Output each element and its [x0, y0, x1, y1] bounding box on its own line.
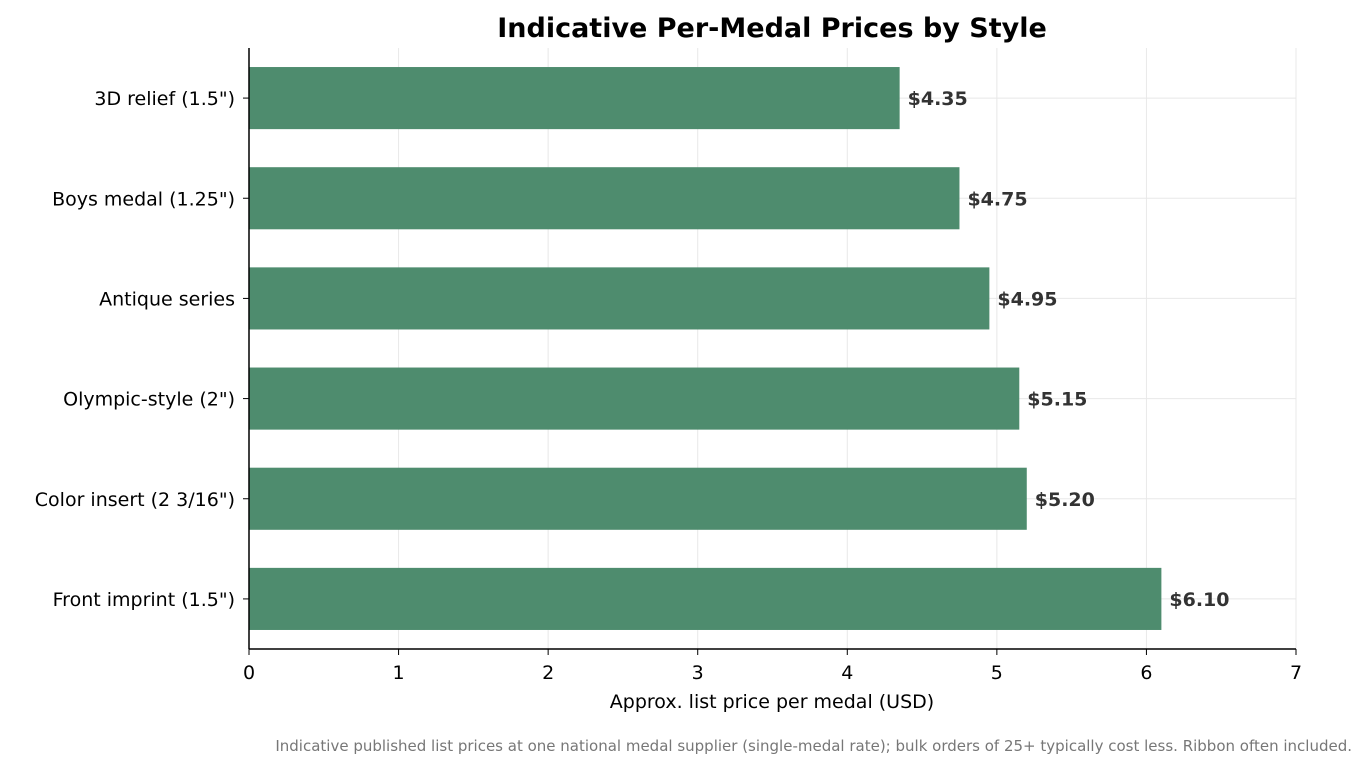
value-label: $5.15	[1027, 389, 1087, 411]
value-label: $5.20	[1035, 489, 1095, 511]
y-tick-label: Front imprint (1.5")	[53, 589, 235, 611]
value-label: $6.10	[1169, 589, 1229, 611]
grid-lines	[248, 48, 1297, 649]
x-tick-label: 0	[243, 662, 255, 684]
value-labels: $4.35 $4.75 $4.95 $5.15 $5.20 $6.10	[908, 88, 1230, 611]
bar	[249, 167, 960, 230]
y-tick-label: Color insert (2 3/16")	[35, 489, 235, 511]
value-label: $4.95	[997, 288, 1057, 310]
x-tick-label: 7	[1290, 662, 1302, 684]
bar	[249, 67, 900, 130]
value-label: $4.35	[908, 88, 968, 110]
value-label: $4.75	[967, 188, 1027, 210]
x-tick-label: 5	[991, 662, 1003, 684]
x-tick-label: 6	[1140, 662, 1152, 684]
footnote-caption: Indicative published list prices at one …	[275, 737, 1352, 755]
x-tick-label: 4	[841, 662, 853, 684]
y-tick-label: Boys medal (1.25")	[52, 188, 235, 210]
bar-chart: $4.35 $4.75 $4.95 $5.15 $5.20 $6.10 3D relief…	[35, 13, 1302, 713]
x-tick-label: 3	[692, 662, 704, 684]
y-tick-label: Antique series	[99, 288, 235, 310]
x-tick-label: 1	[393, 662, 405, 684]
bar	[249, 467, 1027, 530]
bar	[249, 367, 1020, 430]
x-axis-label: Approx. list price per medal (USD)	[610, 691, 934, 713]
y-tick-label: Olympic-style (2")	[63, 389, 235, 411]
y-tick-label: 3D relief (1.5")	[94, 88, 235, 110]
chart-title: Indicative Per-Medal Prices by Style	[497, 13, 1047, 44]
axes: 3D relief (1.5") Boys medal (1.25") Antiqu…	[35, 48, 1302, 684]
bar	[249, 567, 1162, 630]
bar	[249, 267, 990, 330]
bars	[249, 67, 1162, 630]
x-tick-label: 2	[542, 662, 554, 684]
